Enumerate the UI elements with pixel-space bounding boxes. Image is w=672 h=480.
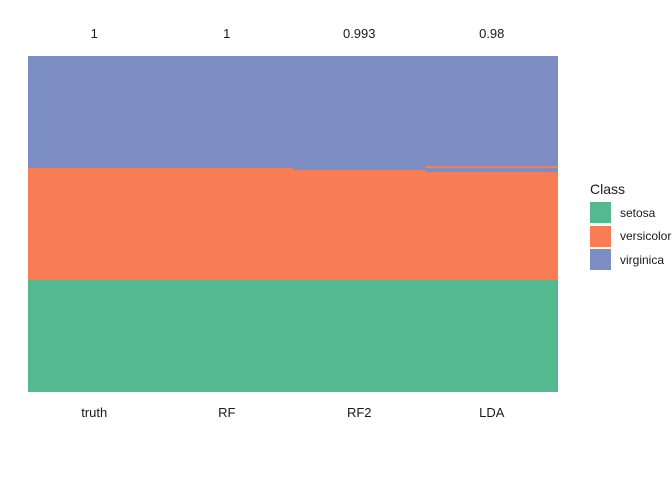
column-truth xyxy=(28,56,161,392)
segment-versicolor xyxy=(425,172,558,280)
column-LDA xyxy=(425,56,558,392)
legend-label-setosa: setosa xyxy=(620,205,656,220)
accuracy-label-truth: 1 xyxy=(90,26,98,41)
segment-setosa xyxy=(28,280,161,392)
segment-versicolor xyxy=(293,170,426,280)
legend-label-versicolor: versicolor xyxy=(620,229,672,243)
legend: Class setosa versicolor virginica xyxy=(590,181,671,273)
column-RF2 xyxy=(293,56,426,392)
segment-virginica xyxy=(28,56,161,168)
segment-setosa xyxy=(425,279,558,392)
accuracy-label-RF: 1 xyxy=(223,26,231,41)
model-labels-row: truth RF RF2 LDA xyxy=(28,405,558,420)
legend-item-virginica: virginica xyxy=(590,249,671,270)
segment-virginica xyxy=(293,56,426,171)
segment-virginica xyxy=(425,167,558,173)
model-label-truth: truth xyxy=(81,405,108,420)
legend-item-setosa: setosa xyxy=(590,202,671,223)
legend-label-virginica: virginica xyxy=(620,252,665,267)
legend-swatch-versicolor xyxy=(590,225,611,247)
segment-virginica xyxy=(425,56,558,166)
legend-title: Class xyxy=(590,181,626,197)
accuracy-labels-row: 1 1 0.993 0.98 xyxy=(28,26,558,41)
segment-versicolor xyxy=(425,165,558,168)
legend-swatch-virginica xyxy=(590,249,611,270)
legend-items: setosa versicolor virginica xyxy=(590,202,671,270)
model-label-LDA: LDA xyxy=(479,405,505,420)
segment-versicolor xyxy=(160,168,293,280)
segment-versicolor xyxy=(28,168,161,280)
legend-item-versicolor: versicolor xyxy=(590,225,672,247)
accuracy-label-LDA: 0.98 xyxy=(479,26,505,41)
segment-virginica xyxy=(160,56,293,168)
segment-setosa xyxy=(293,279,426,392)
accuracy-label-RF2: 0.993 xyxy=(342,26,376,41)
legend-swatch-setosa xyxy=(590,202,611,223)
model-label-RF2: RF2 xyxy=(346,405,372,420)
model-label-RF: RF xyxy=(218,405,236,420)
segment-setosa xyxy=(160,280,293,392)
plot-area xyxy=(28,56,558,392)
column-RF xyxy=(160,56,293,392)
